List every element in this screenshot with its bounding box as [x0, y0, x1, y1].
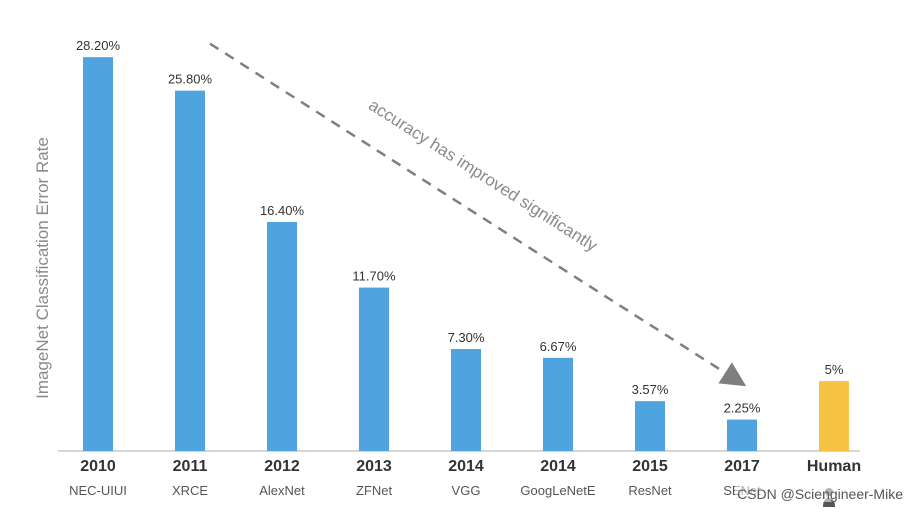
category-label-7: 2017 [724, 458, 760, 475]
trend-arrow [209, 42, 747, 387]
bar-8 [819, 381, 849, 451]
category-label-0: 2010 [80, 458, 116, 475]
subcategory-label-2: AlexNet [259, 483, 305, 498]
value-label-4: 7.30% [448, 330, 485, 345]
trend-annotation: accuracy has improved significantly [365, 95, 601, 255]
value-label-2: 16.40% [260, 203, 305, 218]
bar-0 [83, 57, 113, 451]
subcategory-label-0: NEC-UIUI [69, 483, 127, 498]
y-axis-label: ImageNet Classification Error Rate [33, 137, 52, 399]
category-label-3: 2013 [356, 458, 392, 475]
category-label-8: Human [807, 458, 861, 475]
category-label-2: 2012 [264, 458, 300, 475]
subcategory-label-5: GoogLeNetE [520, 483, 595, 498]
value-label-7: 2.25% [724, 401, 761, 416]
category-label-4: 2014 [448, 458, 484, 475]
value-label-8: 5% [825, 362, 844, 377]
bar-2 [267, 221, 297, 451]
bars-group [83, 57, 849, 451]
value-label-5: 6.67% [540, 339, 577, 354]
value-labels-group: 28.20% 25.80% 16.40% 11.70% 7.30% 6.67% 3.57% 2… [76, 38, 844, 415]
bar-6 [635, 401, 665, 451]
category-label-1: 2011 [173, 458, 208, 475]
value-label-6: 3.57% [632, 382, 669, 397]
subcategory-label-1: XRCE [172, 483, 208, 498]
value-label-0: 28.20% [76, 38, 121, 53]
subcategory-labels-group: NEC-UIUI XRCE AlexNet ZFNet VGG GoogLeNetE Res… [69, 483, 761, 498]
category-labels-group: 2010 2011 2012 2013 2014 2014 2015 2017 Human [80, 458, 861, 475]
bar-4 [451, 349, 481, 451]
value-label-3: 11.70% [352, 269, 396, 284]
value-label-1: 25.80% [168, 72, 213, 87]
bar-7 [727, 419, 757, 451]
bar-1 [175, 90, 205, 451]
subcategory-label-4: VGG [452, 483, 481, 498]
bar-3 [359, 287, 389, 451]
watermark: CSDN @Sciengineer-Mike [735, 486, 905, 502]
bar-5 [543, 357, 573, 451]
category-label-5: 2014 [540, 458, 576, 475]
subcategory-label-6: ResNet [628, 483, 672, 498]
subcategory-label-3: ZFNet [356, 483, 393, 498]
category-label-6: 2015 [632, 458, 668, 475]
